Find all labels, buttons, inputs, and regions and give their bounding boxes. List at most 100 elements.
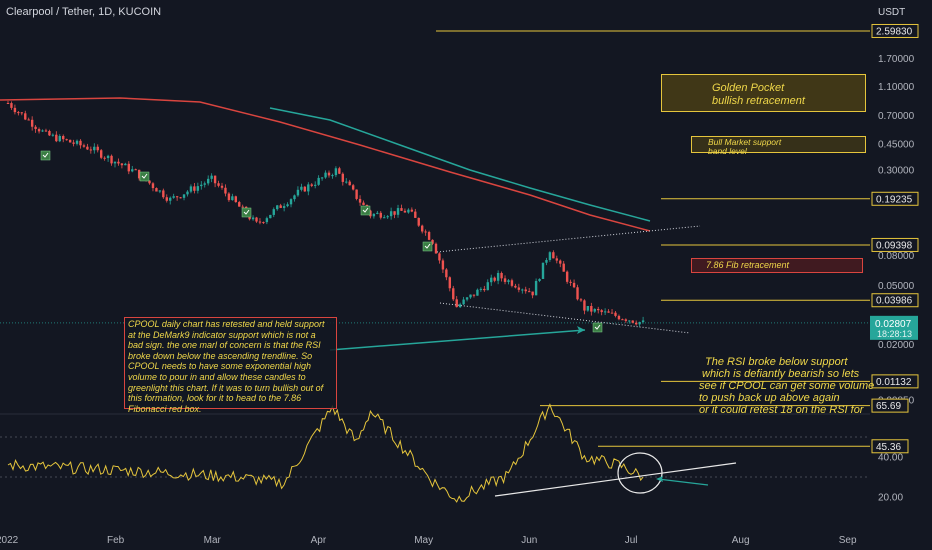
- candle: [462, 296, 465, 306]
- candle-body: [500, 272, 503, 279]
- rsi-tick-label: 20.00: [878, 493, 903, 504]
- candle-body: [103, 157, 106, 159]
- candle: [10, 101, 13, 110]
- candle: [496, 270, 500, 285]
- candle-body: [124, 163, 127, 166]
- candle: [493, 276, 496, 283]
- demark-check-icon: [360, 205, 371, 216]
- candle-body: [231, 196, 234, 201]
- candle: [300, 183, 303, 192]
- demark-check-mark: [141, 173, 148, 179]
- candle-body: [534, 280, 538, 296]
- candle-body: [213, 175, 217, 184]
- level-0.03986-box: [871, 293, 919, 308]
- candle: [438, 252, 441, 264]
- candle-body: [282, 206, 286, 208]
- candle-body: [552, 252, 555, 259]
- candle-body: [600, 310, 603, 313]
- candle: [210, 173, 213, 183]
- candle: [82, 143, 86, 148]
- candle-body: [30, 119, 34, 127]
- candle: [227, 192, 231, 202]
- candle: [351, 183, 355, 191]
- candle-body: [496, 272, 500, 281]
- candle-body: [462, 299, 465, 305]
- candle: [155, 187, 158, 192]
- candle: [593, 308, 596, 313]
- candle: [200, 181, 203, 190]
- candle: [476, 288, 479, 296]
- candle: [255, 216, 258, 223]
- price-tick-label: 0.70000: [878, 111, 915, 122]
- candle: [441, 258, 445, 274]
- red-moving-average: [0, 97, 651, 232]
- candle-body: [538, 278, 541, 281]
- candle-body: [628, 320, 631, 322]
- candle: [545, 257, 548, 266]
- candle-body: [196, 186, 200, 191]
- rsi-level-box: [871, 439, 909, 454]
- candle-body: [407, 209, 410, 213]
- candle-body: [276, 205, 279, 210]
- candle: [534, 278, 538, 296]
- currency-label: USDT: [878, 7, 905, 18]
- candle-body: [610, 312, 614, 314]
- candle: [445, 268, 448, 281]
- candle: [345, 178, 348, 184]
- candle-body: [386, 216, 389, 218]
- candle-body: [383, 217, 386, 219]
- golden-pocket-box: Golden Pocket bullish retracement: [661, 74, 866, 112]
- candle: [548, 251, 552, 262]
- demark-check-icon: [139, 171, 150, 182]
- candle: [213, 175, 217, 188]
- candle-body: [120, 163, 124, 166]
- candle: [44, 128, 48, 132]
- candle: [338, 166, 341, 175]
- candle: [514, 283, 517, 289]
- candle-body: [634, 322, 638, 325]
- candle-body: [17, 112, 20, 114]
- candle-body: [293, 195, 296, 200]
- candle: [590, 302, 593, 316]
- candle-body: [621, 319, 624, 321]
- level-0.09398-box: [871, 237, 919, 252]
- time-tick-label: 2022: [0, 535, 19, 546]
- price-tick-label: 0.45000: [878, 139, 915, 150]
- candle-body: [110, 155, 113, 164]
- bull-market-box: Bull Market support band level: [691, 136, 866, 156]
- candle-body: [614, 312, 617, 316]
- candle-body: [158, 190, 162, 192]
- candle: [310, 183, 313, 188]
- candle: [286, 202, 289, 208]
- candle: [565, 270, 569, 284]
- candle: [427, 230, 431, 241]
- demark-check-icon: [40, 150, 51, 161]
- candle-body: [169, 197, 172, 201]
- candle: [527, 288, 531, 293]
- candle-body: [431, 239, 434, 244]
- candle: [541, 262, 545, 280]
- candle: [386, 215, 389, 219]
- time-tick-label: May: [414, 535, 433, 546]
- time-axis: 2022 Feb Mar Apr May Jun Jul Aug Sep: [0, 535, 857, 546]
- candle: [30, 116, 34, 131]
- candle: [24, 110, 27, 121]
- demark-check-icon: [241, 207, 252, 218]
- candle-body: [99, 150, 103, 158]
- bull-market-title: Bull Market support: [708, 137, 782, 147]
- rsi-note-line-5: or it could retest 18 on the RSI for: [699, 404, 864, 416]
- candle: [403, 208, 407, 213]
- candle: [431, 239, 434, 246]
- candle-body: [372, 213, 376, 217]
- price-tick-label: 0.30000: [878, 166, 915, 177]
- candle: [562, 260, 565, 272]
- time-tick-label: Apr: [311, 535, 327, 546]
- candle-body: [455, 299, 458, 308]
- candle: [72, 139, 75, 147]
- candle-body: [452, 288, 455, 300]
- candle-body: [338, 168, 341, 174]
- candle: [517, 283, 521, 293]
- candle-body: [324, 172, 327, 178]
- candle: [313, 181, 317, 189]
